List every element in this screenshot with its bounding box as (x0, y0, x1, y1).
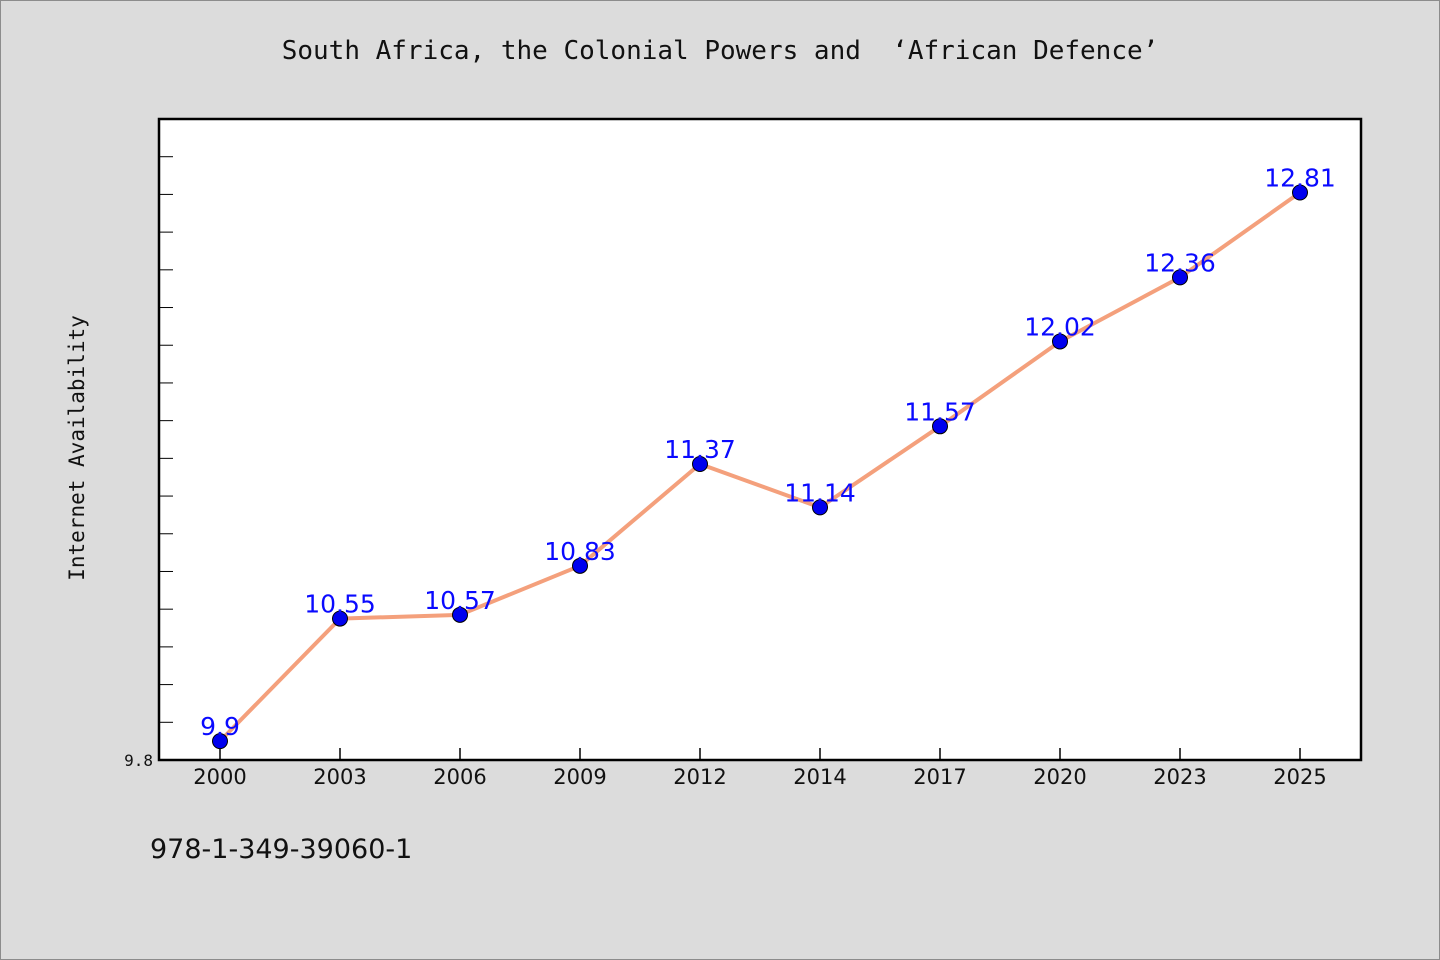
data-label: 12.36 (1144, 248, 1216, 277)
data-point (812, 499, 828, 516)
footnote-isbn: 978-1-349-39060-1 (150, 834, 413, 865)
data-labels: 9.9 10.55 10.57 10.83 11.37 11.14 11.57 12.02 12… (200, 164, 1336, 742)
data-point (1292, 184, 1308, 201)
x-axis-ticks: 2000 2003 2006 2009 2012 2014 2017 2020 2023 2025 (193, 748, 1327, 789)
data-label: 12.81 (1264, 164, 1336, 193)
data-label: 11.37 (664, 435, 736, 464)
data-label: 10.83 (544, 537, 616, 566)
x-tick-label: 2023 (1153, 765, 1206, 789)
data-point (572, 557, 588, 574)
y-tick-label: 9.8 (124, 751, 153, 770)
x-tick-label: 2014 (793, 765, 846, 789)
x-tick-label: 2009 (553, 765, 606, 789)
data-point (692, 456, 708, 473)
x-tick-label: 2017 (913, 765, 966, 789)
data-label: 9.9 (200, 712, 240, 741)
x-tick-label: 2012 (673, 765, 726, 789)
chart-title: South Africa, the Colonial Powers and ‘A… (281, 36, 1159, 66)
x-tick-label: 2003 (313, 765, 366, 789)
data-point (1172, 269, 1188, 286)
data-label: 10.55 (304, 590, 376, 619)
data-point (1052, 333, 1068, 350)
data-point (212, 733, 228, 750)
data-label: 10.57 (424, 586, 496, 615)
plot-area (157, 117, 1363, 762)
data-label: 11.14 (784, 478, 856, 507)
y-axis-label: Internet Availability (65, 315, 89, 581)
data-point (452, 606, 468, 623)
data-point (932, 418, 948, 435)
x-tick-label: 2020 (1033, 765, 1086, 789)
data-label: 11.57 (904, 397, 976, 426)
data-point (332, 610, 348, 627)
y-axis-ticks (159, 118, 173, 761)
x-tick-label: 2006 (433, 765, 486, 789)
x-tick-label: 2025 (1273, 765, 1326, 789)
x-tick-label: 2000 (193, 765, 246, 789)
series-markers (212, 184, 1308, 750)
series-line (218, 190, 1302, 744)
data-label: 12.02 (1024, 312, 1096, 341)
